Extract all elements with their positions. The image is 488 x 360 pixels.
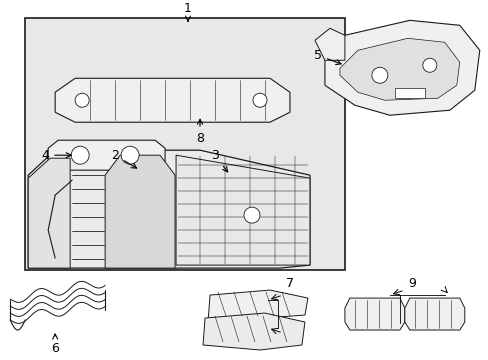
Text: 2: 2 — [111, 149, 136, 168]
Polygon shape — [339, 38, 459, 100]
Text: 9: 9 — [407, 276, 415, 289]
Polygon shape — [404, 298, 464, 330]
Polygon shape — [324, 20, 479, 115]
Polygon shape — [48, 140, 165, 170]
Polygon shape — [207, 290, 307, 322]
Text: 8: 8 — [196, 119, 203, 145]
Polygon shape — [344, 298, 404, 330]
Text: 6: 6 — [51, 334, 59, 355]
Polygon shape — [314, 28, 344, 60]
Polygon shape — [105, 155, 175, 268]
Text: 4: 4 — [41, 149, 71, 162]
Circle shape — [121, 146, 139, 164]
Circle shape — [71, 146, 89, 164]
Text: 5: 5 — [313, 49, 341, 64]
Text: 3: 3 — [211, 149, 227, 172]
Circle shape — [371, 67, 387, 83]
Polygon shape — [25, 18, 344, 270]
Polygon shape — [28, 158, 70, 268]
Circle shape — [75, 93, 89, 107]
Polygon shape — [28, 150, 309, 268]
Polygon shape — [394, 88, 424, 98]
Text: 7: 7 — [285, 276, 293, 289]
Circle shape — [244, 207, 260, 223]
Polygon shape — [203, 313, 305, 350]
Polygon shape — [55, 78, 289, 122]
Polygon shape — [176, 155, 309, 265]
Text: 1: 1 — [184, 2, 192, 21]
Circle shape — [252, 93, 266, 107]
Circle shape — [422, 58, 436, 72]
